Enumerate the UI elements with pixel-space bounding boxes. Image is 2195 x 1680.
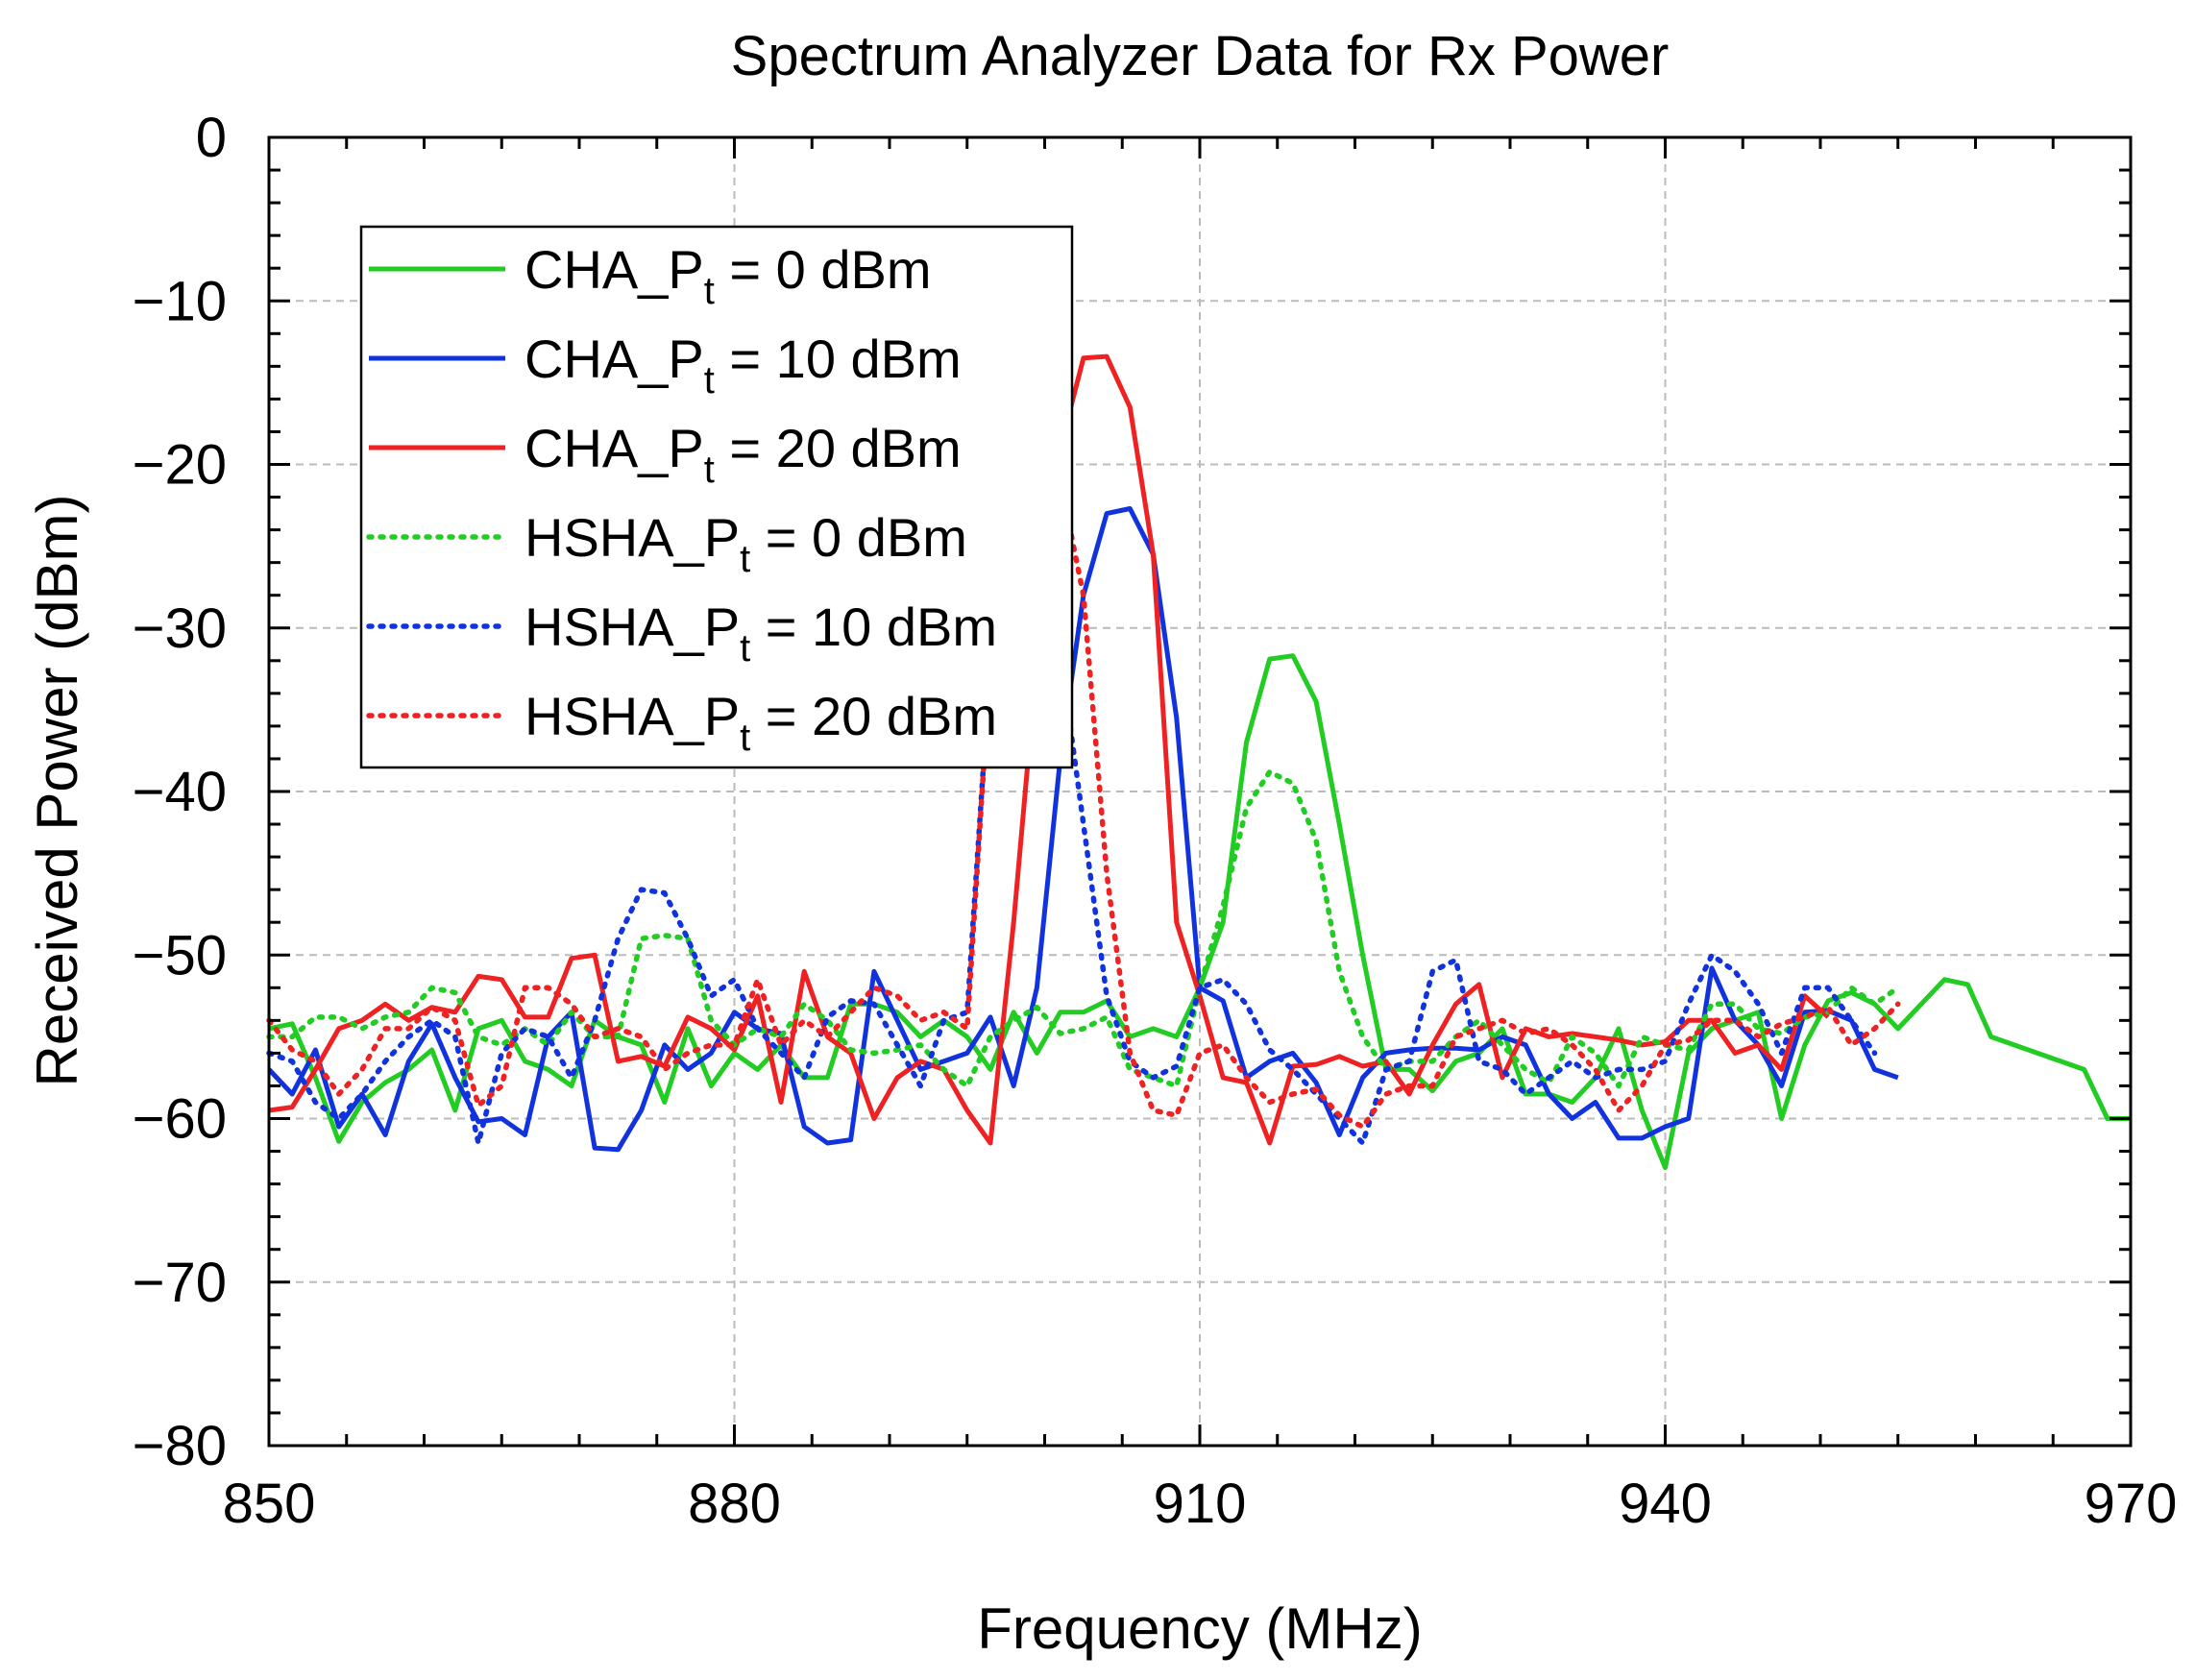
legend-label-5: HSHA_Pt = 10 dBm	[524, 597, 997, 670]
legend-label-2: CHA_Pt = 10 dBm	[524, 329, 962, 402]
y-tick-label: −60	[133, 1088, 227, 1151]
y-tick-label: −10	[133, 270, 227, 332]
legend-box	[359, 225, 1074, 769]
legend-label-3: CHA_Pt = 20 dBm	[524, 418, 962, 491]
chart-title: Spectrum Analyzer Data for Rx Power	[731, 25, 1670, 87]
series-line-4	[266, 768, 1901, 1089]
y-tick-label: −80	[133, 1415, 227, 1477]
y-tick-label: −30	[133, 597, 227, 660]
legend-label-4: HSHA_Pt = 0 dBm	[524, 507, 967, 580]
y-tick-label: 0	[196, 107, 227, 169]
axes: 850 880 910 940 970 0 −10 −20 −30 −40 −50 −60 −70 −80	[133, 107, 2178, 1535]
y-axis-label: Received Power (dBm)	[25, 495, 89, 1087]
x-tick-label: 970	[2085, 1473, 2178, 1535]
legend-label-6: HSHA_Pt = 20 dBm	[524, 686, 997, 759]
y-tick-label: −20	[133, 434, 227, 497]
legend-label-1: CHA_Pt = 0 dBm	[524, 239, 932, 312]
x-axis-label: Frequency (MHz)	[977, 1596, 1422, 1661]
x-tick-label: 910	[1154, 1473, 1247, 1535]
x-tick-label: 880	[688, 1473, 781, 1535]
series-line-6	[266, 458, 1901, 1130]
y-tick-label: −70	[133, 1252, 227, 1314]
x-tick-label: 940	[1619, 1473, 1712, 1535]
x-tick-label: 850	[223, 1473, 316, 1535]
legend: CHA_Pt = 0 dBm CHA_Pt = 10 dBm CHA_Pt = 20…	[359, 225, 1074, 769]
y-tick-label: −50	[133, 924, 227, 986]
y-tick-label: −40	[133, 761, 227, 823]
